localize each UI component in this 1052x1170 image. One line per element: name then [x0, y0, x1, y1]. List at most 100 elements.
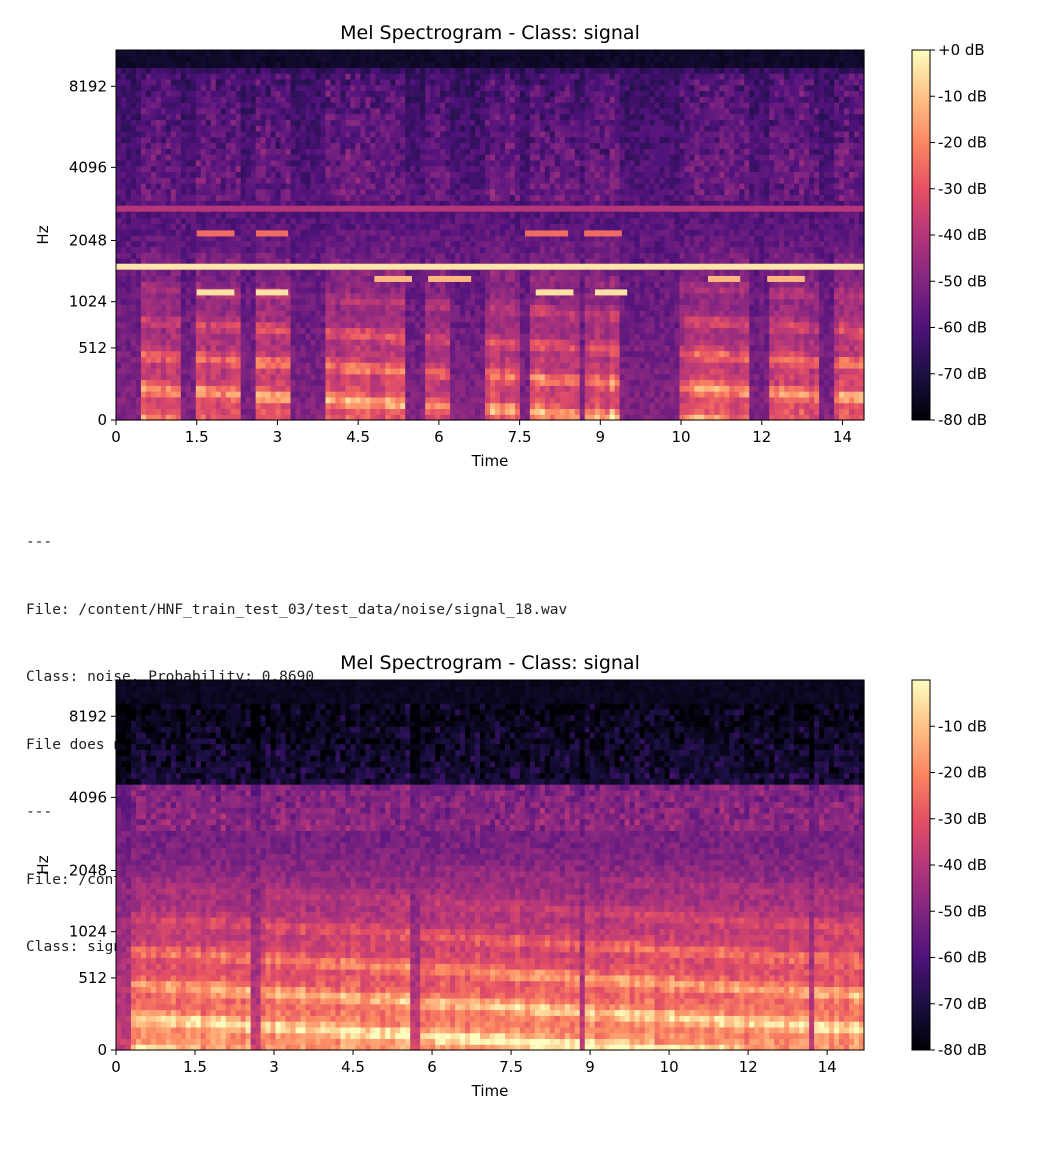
heat-cell	[395, 269, 401, 277]
heat-cell	[155, 188, 162, 196]
heat-cell	[385, 61, 391, 68]
heat-cell	[125, 269, 132, 277]
heat-cell	[265, 211, 272, 219]
heat-cell	[130, 258, 137, 265]
heat-cell	[175, 200, 182, 207]
heat-cell	[175, 50, 182, 57]
heat-cell	[370, 373, 376, 381]
heat-cell	[370, 379, 376, 386]
heat-cell	[235, 385, 242, 392]
heat-cell	[430, 396, 436, 404]
heat-cell	[280, 148, 287, 155]
heat-cell	[260, 362, 267, 369]
heat-cell	[185, 148, 192, 155]
heat-cell	[430, 287, 436, 294]
heat-cell	[460, 287, 466, 294]
heat-cell	[450, 55, 456, 63]
heat-cell	[345, 402, 351, 410]
heat-cell	[245, 119, 252, 126]
heat-cell	[390, 159, 396, 167]
heat-cell	[445, 292, 451, 300]
heat-cell	[165, 182, 172, 190]
heat-cell	[250, 373, 257, 381]
heat-cell	[185, 396, 192, 404]
heat-cell	[155, 125, 162, 132]
heat-cell	[350, 211, 356, 219]
heat-cell	[300, 142, 307, 149]
heat-cell	[140, 119, 147, 126]
heat-cell	[190, 136, 197, 144]
heat-cell	[210, 362, 217, 369]
heat-cell	[165, 73, 172, 80]
heat-cell	[480, 102, 486, 109]
heat-cell	[355, 229, 361, 236]
heat-cell	[220, 55, 227, 63]
heat-cell	[280, 391, 287, 398]
heat-cell	[380, 327, 386, 334]
heat-cell	[395, 362, 401, 369]
heat-cell	[220, 379, 227, 386]
heat-cell	[250, 78, 257, 86]
heat-cell	[290, 252, 297, 259]
heat-cell	[125, 223, 132, 230]
heat-cell	[425, 379, 431, 386]
heat-cell	[255, 154, 262, 161]
heat-cell	[165, 356, 172, 363]
heat-cell	[480, 119, 486, 126]
heat-cell	[190, 252, 197, 259]
heat-cell	[310, 339, 317, 346]
heat-cell	[165, 84, 172, 92]
heat-cell	[415, 258, 421, 265]
heat-cell	[155, 55, 162, 63]
heat-cell	[480, 165, 486, 173]
heat-cell	[280, 379, 287, 386]
heat-cell	[320, 107, 327, 115]
heat-cell	[380, 55, 386, 63]
heat-cell	[455, 229, 461, 236]
heat-cell	[300, 177, 307, 184]
heat-cell	[210, 194, 217, 201]
heat-cell	[150, 367, 157, 375]
heat-cell	[130, 148, 137, 155]
heat-cell	[435, 165, 441, 173]
heat-cell	[260, 78, 267, 86]
heat-cell	[300, 55, 307, 63]
heat-cell	[145, 211, 152, 219]
heat-cell	[295, 200, 302, 207]
heat-cell	[180, 408, 187, 415]
heat-cell	[165, 333, 172, 340]
heat-cell	[355, 211, 361, 219]
heat-cell	[275, 217, 282, 225]
heat-cell	[430, 73, 436, 80]
heat-cell	[395, 333, 401, 340]
heat-cell	[370, 327, 376, 334]
heat-cell	[255, 252, 262, 259]
heat-cell	[150, 321, 157, 329]
heat-cell	[494, 223, 501, 230]
heat-cell	[130, 223, 137, 230]
heat-cell	[450, 90, 456, 97]
heat-cell	[400, 73, 406, 80]
heat-cell	[195, 344, 202, 352]
heat-cell	[494, 136, 501, 144]
heat-cell	[490, 275, 496, 282]
heat-cell	[250, 50, 257, 57]
heat-cell	[150, 339, 157, 346]
heat-cell	[195, 298, 202, 305]
heat-cell	[165, 211, 172, 219]
heat-cell	[325, 258, 332, 265]
heat-cell	[485, 125, 491, 132]
heat-cell	[400, 362, 406, 369]
heat-cell	[135, 269, 142, 277]
heat-cell	[245, 414, 252, 421]
heat-cell	[305, 217, 312, 225]
heat-cell	[380, 96, 386, 103]
heat-cell	[470, 281, 476, 288]
heat-cell	[245, 229, 252, 236]
heat-cell	[390, 78, 396, 86]
heat-cell	[460, 414, 466, 421]
heat-cell	[395, 50, 401, 57]
heat-cell	[165, 339, 172, 346]
heat-cell	[275, 344, 282, 352]
heat-cell	[305, 408, 312, 415]
